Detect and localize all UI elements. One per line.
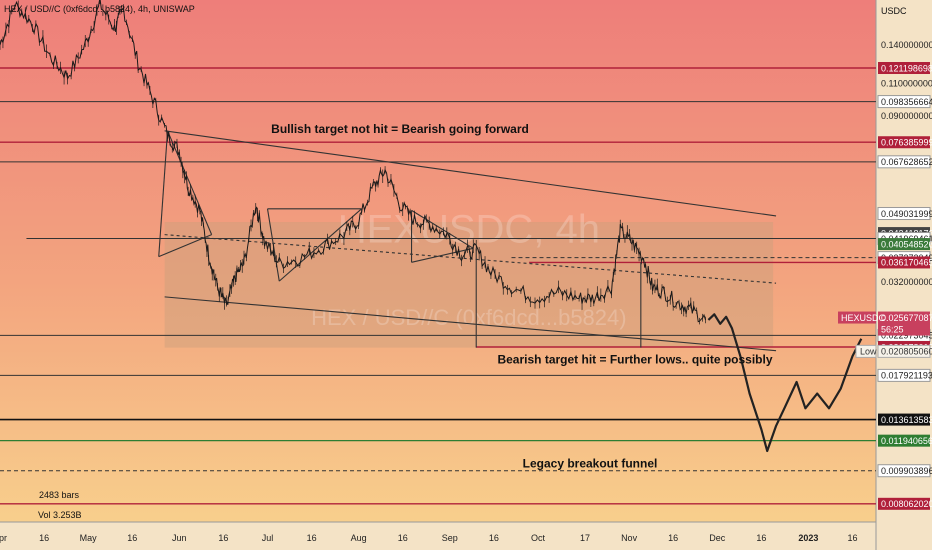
price-level-label: 0.0080620207 (881, 499, 932, 509)
watermark-ticker: HEXUSDC, 4h (338, 207, 600, 251)
price-level-label: 0.0405485261 (881, 239, 932, 249)
plot-background (0, 0, 876, 522)
low-badge (855, 344, 877, 358)
currency-label: USDC (881, 6, 907, 16)
trendline-wedge-june-b[interactable] (158, 234, 212, 258)
x-tick-label: Apr (0, 533, 7, 543)
x-tick-label: 16 (39, 533, 49, 543)
low-tag (877, 344, 931, 358)
trendline-wedge-june-c[interactable] (158, 130, 169, 257)
x-tick-label: 16 (398, 533, 408, 543)
symbol-title: HEX / USD//C (0xf6dcd...b5824), 4h, UNIS… (4, 4, 195, 14)
x-tick-label: 2023 (798, 533, 818, 543)
price-series-line (0, 0, 706, 323)
trendline-falling-channel-top[interactable] (164, 130, 777, 217)
x-tick-label: May (80, 533, 98, 543)
x-tick-label: 16 (218, 533, 228, 543)
x-tick-label: 17 (580, 533, 590, 543)
price-level-label: 0.0361704652 (881, 258, 932, 268)
low-badge-text: Low (860, 347, 877, 357)
x-tick-label: Sep (442, 533, 458, 543)
current-price-value: 0.0256770871 (881, 313, 932, 323)
current-price-tag (878, 311, 930, 336)
x-tick-label: 16 (756, 533, 766, 543)
price-level-tag (878, 136, 930, 149)
price-level-tag (878, 413, 930, 426)
projection-path[interactable] (707, 313, 863, 453)
current-price-countdown: 56:25 (881, 325, 904, 335)
time-axis-panel (0, 522, 876, 550)
x-tick-label: Jul (262, 533, 274, 543)
x-tick-label: 16 (668, 533, 678, 543)
price-level-tag (877, 207, 931, 221)
price-level-label: 0.0119406563 (881, 436, 932, 446)
price-level-tag (878, 497, 930, 510)
ticker-label: HEXUSDC (841, 313, 886, 323)
bars-count: 2483 bars (39, 490, 80, 500)
y-tick-label: 0.0320000000 (881, 277, 932, 287)
price-level-label: 0.0676286524 (881, 157, 932, 167)
trendline-triangle-july-bottom[interactable] (278, 208, 362, 282)
price-level-tag (877, 155, 931, 169)
price-level-label: 0.0983566648 (881, 97, 932, 107)
x-tick-label: Dec (709, 533, 726, 543)
price-level-label: 0.0229730452 (881, 331, 932, 341)
x-tick-label: 16 (489, 533, 499, 543)
x-tick-label: 16 (847, 533, 857, 543)
x-tick-label: Aug (351, 533, 367, 543)
price-level-tag (878, 434, 930, 447)
price-level-tag (878, 238, 930, 251)
annotation-bullish: Bullish target not hit = Bearish going f… (271, 122, 529, 136)
watermark-name: HEX / USD//C (0xf6dcd...b5824) (311, 305, 626, 330)
low-value: 0.0208050604 (881, 347, 932, 357)
trendline-falling-channel-bottom[interactable] (164, 296, 777, 352)
price-level-tag (877, 464, 931, 478)
x-tick-label: 16 (307, 533, 317, 543)
volume-label: Vol 3.253B (38, 510, 82, 520)
x-tick-label: 16 (127, 533, 137, 543)
x-tick-label: Jun (172, 533, 187, 543)
annotation-bearish: Bearish target hit = Further lows.. quit… (497, 352, 772, 366)
price-level-tag (877, 368, 931, 382)
price-level-label: 0.0490319995 (881, 209, 932, 219)
annotation-legacy: Legacy breakout funnel (523, 457, 658, 471)
price-level-tag (878, 62, 930, 75)
ticker-tag (838, 311, 876, 324)
price-level-label: 0.1211986985 (881, 63, 932, 73)
price-axis-panel (876, 0, 932, 550)
x-tick-label: Nov (621, 533, 638, 543)
price-level-label: 0.0099038965 (881, 466, 932, 476)
trendline-triangle-aug-top[interactable] (411, 209, 474, 249)
price-level-tag (878, 256, 930, 269)
price-level-tag (877, 95, 931, 109)
price-level-label: 0.0763859998 (881, 138, 932, 148)
trendline-wedge-june-a[interactable] (167, 130, 213, 235)
x-tick-label: Oct (531, 533, 546, 543)
trendline-triangle-aug-bottom[interactable] (411, 247, 474, 263)
